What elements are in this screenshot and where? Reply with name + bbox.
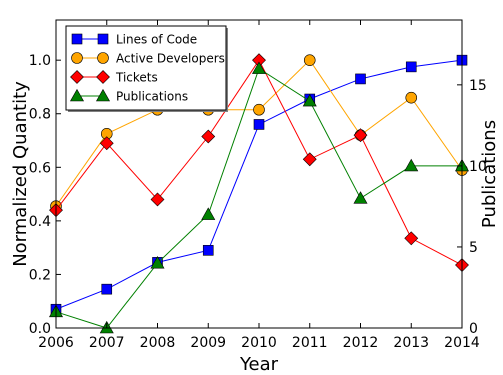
data-point [302,93,317,107]
y-tick-label: 0.2 [29,267,51,283]
series-tickets [49,53,469,272]
data-point [404,231,419,246]
data-point [150,192,165,207]
legend-marker [96,70,110,84]
data-point [251,61,267,74]
data-point [201,207,216,220]
data-point [353,128,368,143]
legend-entry: Lines of Code [71,33,197,47]
plot-area [48,53,470,334]
axes: 2006 2007 2008 2009 2010 2011 2012 2013 2014 0.0 0… [10,19,500,375]
legend: Lines of Code Active Developers Tickets Pub… [65,25,228,112]
x-tick-label: 2011 [292,335,328,351]
y-right-tick-label: 5 [469,240,478,256]
legend-label: Lines of Code [116,33,197,47]
y-right-tick-label: 0 [469,321,478,337]
y-axis-label: Normalized Quantity [10,81,31,267]
legend-entry: Publications [69,88,188,104]
data-point [303,54,316,66]
x-tick-label: 2006 [38,335,74,351]
y-tick-label: 0.0 [29,321,51,337]
data-point [101,283,113,295]
data-point [202,245,214,256]
x-tick-label: 2010 [241,335,277,351]
data-point [253,103,265,116]
y-tick-label: 1.0 [29,53,51,69]
x-tick-label: 2013 [393,335,429,351]
x-axis-label: Year [239,354,279,375]
data-point [405,91,418,104]
legend-entry: Tickets [70,70,158,85]
legend-marker [70,70,84,84]
data-point [405,61,417,73]
legend-label: Publications [116,90,188,104]
x-tick-label: 2012 [343,335,379,351]
y-tick-label: 0.4 [29,214,51,230]
legend-marker [95,88,111,102]
data-point [150,256,165,269]
x-tick-label: 2009 [190,335,226,351]
y-right-tick-label: 15 [469,78,487,94]
x-tick-label: 2008 [140,335,176,351]
data-point [404,158,419,172]
y-tick-label: 0.6 [29,160,51,176]
data-point [302,152,317,167]
y-tick-label: 0.8 [29,107,51,123]
legend-marker [97,33,109,45]
legend-marker [97,52,109,64]
y-right-tick-label: 10 [469,159,487,175]
legend-marker [71,33,83,45]
data-point [99,136,114,151]
x-tick-label: 2007 [89,335,125,351]
x-tick-label: 2014 [444,335,480,351]
legend-label: Tickets [115,71,158,85]
y-right-axis-label: Publications [479,120,500,228]
legend-marker [69,88,85,102]
data-point [201,129,216,144]
data-point [353,191,368,204]
legend-label: Active Developers [116,52,225,66]
data-point [253,119,265,130]
data-point [355,73,366,85]
legend-marker [71,52,83,64]
legend-entry: Active Developers [71,52,225,66]
